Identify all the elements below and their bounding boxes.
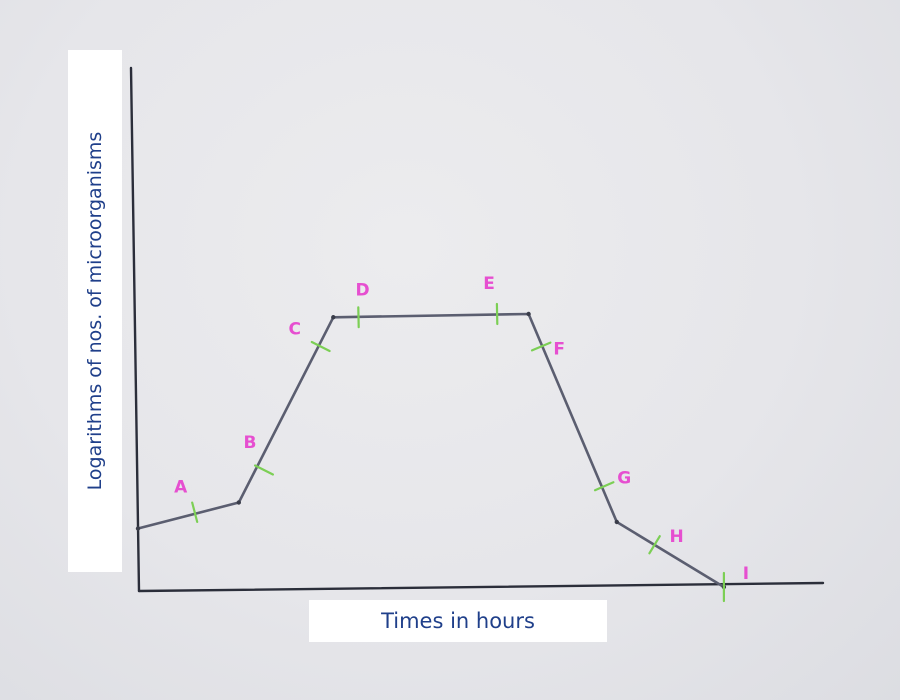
axes bbox=[129, 66, 825, 593]
phase-label-e: E bbox=[483, 274, 495, 294]
phase-tick-c bbox=[310, 340, 331, 353]
phase-tick-b bbox=[254, 464, 274, 476]
phase-label-c: C bbox=[288, 320, 300, 340]
phase-labels: A B C D E F G H I bbox=[174, 274, 749, 584]
phase-tick-h bbox=[648, 535, 661, 555]
phase-tick-f bbox=[530, 341, 552, 352]
growth-curve-line bbox=[136, 312, 726, 589]
curve-vertex-4 bbox=[614, 519, 619, 525]
curve-vertex-0 bbox=[135, 526, 141, 531]
x-axis-line bbox=[137, 581, 825, 593]
x-axis-label-box: Times in hours bbox=[309, 600, 607, 642]
y-axis-label-box bbox=[68, 50, 122, 572]
curve-vertex-2 bbox=[331, 315, 336, 320]
phase-label-a: A bbox=[174, 477, 188, 497]
y-axis-line bbox=[129, 66, 141, 593]
curve-vertex-1 bbox=[236, 500, 241, 505]
y-axis-label: Logarithms of nos. of microorganisms bbox=[84, 131, 106, 491]
phase-label-b: B bbox=[244, 433, 257, 453]
phase-label-h: H bbox=[669, 527, 683, 547]
phase-label-f: F bbox=[553, 340, 565, 360]
phase-ticks bbox=[191, 302, 726, 603]
phase-label-g: G bbox=[617, 468, 631, 488]
phase-label-i: I bbox=[743, 564, 749, 584]
growth-curve bbox=[135, 311, 727, 590]
phase-label-d: D bbox=[355, 280, 369, 300]
curve-vertex-3 bbox=[526, 311, 531, 317]
phase-tick-a bbox=[191, 501, 199, 524]
x-axis-label: Times in hours bbox=[381, 609, 535, 633]
phase-tick-g bbox=[593, 481, 615, 492]
